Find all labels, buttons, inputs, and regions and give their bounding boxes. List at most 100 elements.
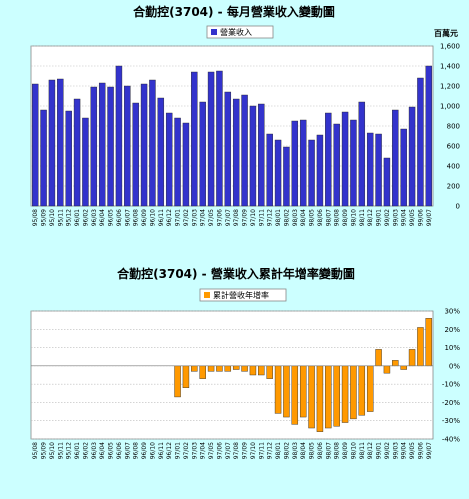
legend: 營業收入 bbox=[206, 25, 274, 39]
y-tick-label: 400 bbox=[447, 163, 460, 171]
x-tick-label: 96/05 bbox=[108, 209, 115, 226]
y-tick-label: 0 bbox=[456, 203, 460, 211]
bar bbox=[383, 157, 391, 207]
x-tick-label: 98/02 bbox=[283, 442, 290, 459]
legend: 累計營收年增率 bbox=[199, 288, 287, 302]
x-tick-label: 96/08 bbox=[133, 209, 140, 226]
legend-swatch bbox=[211, 29, 217, 35]
x-tick-label: 98/01 bbox=[275, 442, 282, 459]
bar bbox=[375, 349, 382, 367]
y-tick-label: 20% bbox=[444, 326, 460, 334]
legend-box bbox=[199, 288, 287, 302]
bar bbox=[31, 83, 39, 207]
y-tick-label: 30% bbox=[444, 308, 460, 316]
chart-title: 合勤控(3704) - 每月營業收入變動圖 bbox=[133, 4, 335, 19]
bar bbox=[165, 112, 173, 207]
x-tick-label: 99/07 bbox=[426, 209, 433, 226]
bar bbox=[417, 77, 424, 207]
bar bbox=[400, 365, 407, 370]
bar bbox=[107, 86, 114, 207]
bar bbox=[425, 318, 433, 367]
bar bbox=[283, 365, 290, 418]
y-tick-label: -10% bbox=[442, 381, 460, 389]
bar bbox=[325, 112, 332, 207]
x-tick-label: 96/09 bbox=[141, 209, 148, 226]
x-tick-label: 98/05 bbox=[309, 442, 316, 459]
x-tick-label: 98/01 bbox=[275, 209, 282, 226]
bar bbox=[216, 70, 223, 207]
bar bbox=[308, 365, 315, 429]
x-tick-label: 95/08 bbox=[32, 442, 39, 459]
y-tick-label: -20% bbox=[442, 399, 460, 407]
bar bbox=[149, 79, 156, 207]
x-tick-label: 98/08 bbox=[334, 209, 341, 226]
y-tick-label: 0% bbox=[449, 362, 460, 370]
bar bbox=[350, 365, 357, 420]
bar bbox=[73, 98, 81, 207]
bar bbox=[140, 83, 148, 207]
x-tick-label: 98/11 bbox=[359, 442, 366, 459]
x-tick-label: 97/06 bbox=[216, 442, 223, 459]
x-tick-label: 99/02 bbox=[384, 209, 391, 226]
bar bbox=[124, 85, 131, 207]
x-tick-label: 97/08 bbox=[233, 209, 240, 226]
x-tick-label: 96/07 bbox=[124, 209, 131, 226]
x-tick-label: 97/02 bbox=[183, 442, 190, 459]
x-tick-label: 95/08 bbox=[32, 209, 39, 226]
x-tick-label: 98/04 bbox=[300, 442, 307, 459]
x-tick-label: 96/11 bbox=[158, 442, 165, 459]
bar bbox=[191, 365, 198, 372]
x-tick-label: 97/04 bbox=[200, 209, 207, 226]
plot-area bbox=[30, 310, 434, 440]
bar bbox=[199, 365, 206, 379]
legend-label: 營業收入 bbox=[220, 27, 252, 37]
x-tick-label: 97/10 bbox=[250, 442, 257, 459]
x-tick-label: 98/10 bbox=[350, 442, 357, 459]
bar bbox=[65, 110, 72, 207]
bar bbox=[266, 365, 273, 379]
bar bbox=[366, 365, 374, 412]
x-tick-label: 99/07 bbox=[426, 442, 433, 459]
bar bbox=[216, 365, 223, 372]
x-tick-label: 97/03 bbox=[191, 442, 198, 459]
x-tick-label: 98/08 bbox=[334, 442, 341, 459]
bar bbox=[98, 82, 106, 207]
bar bbox=[274, 365, 282, 414]
x-tick-label: 96/03 bbox=[91, 209, 98, 226]
bar bbox=[325, 365, 332, 429]
x-tick-label: 95/12 bbox=[66, 442, 73, 459]
x-tick-label: 96/10 bbox=[149, 209, 156, 226]
x-tick-label: 97/10 bbox=[250, 209, 257, 226]
bar bbox=[392, 109, 399, 207]
bar bbox=[207, 365, 215, 372]
x-tick-label: 97/12 bbox=[267, 442, 274, 459]
bar bbox=[266, 133, 273, 207]
x-tick-label: 96/07 bbox=[124, 442, 131, 459]
x-tick-label: 99/05 bbox=[409, 442, 416, 459]
x-tick-label: 98/11 bbox=[359, 209, 366, 226]
x-tick-label: 95/11 bbox=[57, 442, 64, 459]
bar bbox=[199, 101, 206, 207]
bar bbox=[274, 139, 282, 207]
x-tick-label: 96/02 bbox=[82, 442, 89, 459]
x-tick-label: 96/01 bbox=[74, 209, 81, 226]
x-tick-label: 98/05 bbox=[309, 209, 316, 226]
bar bbox=[132, 102, 139, 207]
x-tick-label: 99/02 bbox=[384, 442, 391, 459]
bar bbox=[291, 365, 299, 425]
bar bbox=[408, 106, 416, 207]
bar bbox=[258, 365, 265, 376]
y-tick-label: 1,200 bbox=[440, 83, 460, 91]
bar bbox=[417, 327, 424, 367]
bar bbox=[283, 146, 290, 207]
x-tick-label: 96/10 bbox=[149, 442, 156, 459]
x-tick-label: 98/07 bbox=[325, 209, 332, 226]
x-tick-label: 96/08 bbox=[133, 442, 140, 459]
x-tick-label: 99/06 bbox=[417, 442, 424, 459]
x-tick-label: 98/06 bbox=[317, 209, 324, 226]
y-tick-label: -30% bbox=[442, 417, 460, 425]
bar bbox=[207, 71, 215, 207]
bar bbox=[341, 365, 349, 423]
bar bbox=[425, 65, 433, 207]
